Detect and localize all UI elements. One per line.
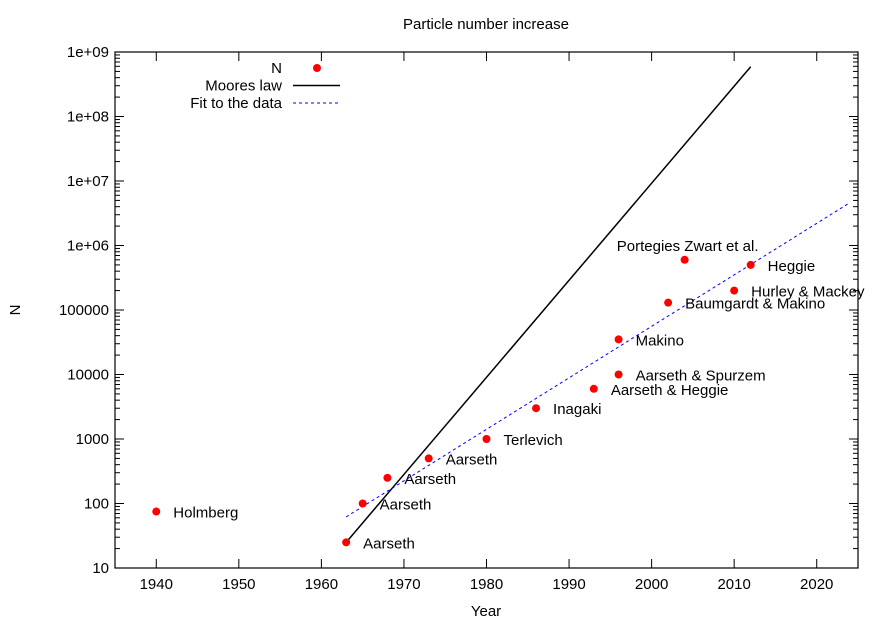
data-label: Portegies Zwart et al. xyxy=(617,238,759,255)
y-tick-label: 1e+06 xyxy=(67,238,109,255)
data-point xyxy=(482,435,491,443)
x-tick-label: 1990 xyxy=(552,576,585,593)
legend-swatch xyxy=(313,64,321,72)
data-label: Heggie xyxy=(768,258,816,275)
data-point xyxy=(424,454,433,463)
data-label: Baumgardt & Makino xyxy=(685,296,825,313)
series-line-moores-law xyxy=(345,66,752,543)
y-axis-label: N xyxy=(7,305,24,316)
axes: 1940 1950 1960 1970 1980 1990 2000 2010 2020 10 10… xyxy=(59,44,859,593)
y-tick-label: 1e+08 xyxy=(67,109,109,126)
plot-marks: Holmberg Aarseth Aarseth Aarseth Aarseth Terl… xyxy=(152,66,865,552)
x-tick-label: 1980 xyxy=(470,576,503,593)
x-tick-label: 2010 xyxy=(717,576,750,593)
series-line-fit-to-the-data xyxy=(345,202,851,518)
legend-label: N xyxy=(271,60,282,77)
chart-title: Particle number increase xyxy=(403,16,569,33)
y-tick-label: 10 xyxy=(92,560,109,577)
data-point xyxy=(152,507,161,516)
y-tick-label: 1000 xyxy=(76,431,109,448)
data-label: Aarseth xyxy=(363,535,415,552)
data-point xyxy=(614,370,623,379)
y-tick-label: 1e+07 xyxy=(67,173,109,190)
x-tick-label: 1940 xyxy=(140,576,173,593)
y-tick-label: 100000 xyxy=(59,302,109,319)
data-point xyxy=(589,384,598,393)
data-label: Aarseth xyxy=(380,497,432,514)
y-tick-label: 1e+09 xyxy=(67,44,109,61)
data-point xyxy=(358,499,367,508)
legend-label: Fit to the data xyxy=(190,95,282,112)
data-label: Aarseth & Spurzem xyxy=(636,368,766,385)
data-point xyxy=(383,473,392,482)
data-label: Terlevich xyxy=(504,432,563,449)
data-point xyxy=(342,538,351,547)
data-point xyxy=(664,298,673,307)
data-label: Aarseth & Heggie xyxy=(611,382,729,399)
data-point xyxy=(746,260,755,269)
data-label: Makino xyxy=(636,332,684,349)
y-tick-label: 10000 xyxy=(67,367,109,384)
data-point xyxy=(730,286,739,295)
x-axis-label: Year xyxy=(471,603,501,620)
data-label: Hurley & Mackey xyxy=(751,284,865,301)
data-point xyxy=(532,404,541,413)
data-label: Aarseth xyxy=(446,451,498,468)
legend-label: Moores law xyxy=(205,78,282,95)
x-tick-label: 2020 xyxy=(800,576,833,593)
data-label: Holmberg xyxy=(173,505,238,522)
x-tick-label: 2000 xyxy=(635,576,668,593)
y-tick-label: 100 xyxy=(84,496,109,513)
x-tick-label: 1960 xyxy=(305,576,338,593)
x-tick-label: 1970 xyxy=(387,576,420,593)
data-point xyxy=(680,255,689,264)
data-label: Inagaki xyxy=(553,401,601,418)
x-tick-label: 1950 xyxy=(222,576,255,593)
data-point xyxy=(614,335,623,344)
data-label: Aarseth xyxy=(404,471,456,488)
